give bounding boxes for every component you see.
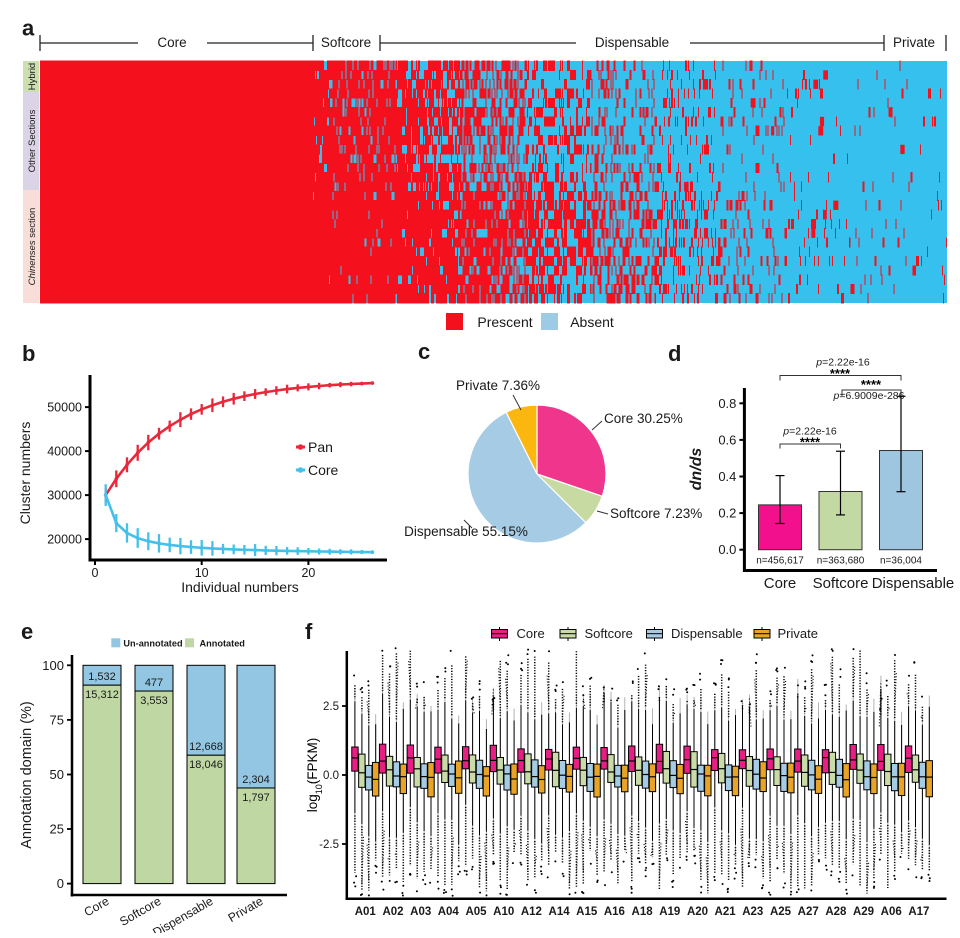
svg-text:p=6.9009e-286: p=6.9009e-286 bbox=[833, 390, 905, 402]
svg-text:Hybrid: Hybrid bbox=[27, 63, 38, 90]
svg-text:Softcore 7.23%: Softcore 7.23% bbox=[610, 506, 702, 521]
svg-text:Private: Private bbox=[893, 35, 935, 50]
svg-text:A25: A25 bbox=[770, 906, 792, 918]
svg-text:-2.5: -2.5 bbox=[319, 839, 339, 851]
svg-text:Un-annotated: Un-annotated bbox=[123, 638, 182, 648]
svg-text:10: 10 bbox=[195, 566, 209, 580]
svg-text:25: 25 bbox=[50, 822, 64, 837]
svg-text:A21: A21 bbox=[715, 906, 737, 918]
svg-text:A20: A20 bbox=[687, 906, 708, 918]
svg-text:3,553: 3,553 bbox=[140, 695, 168, 707]
svg-text:dn/ds: dn/ds bbox=[688, 448, 705, 491]
svg-text:A10: A10 bbox=[493, 906, 514, 918]
svg-text:Softcore: Softcore bbox=[813, 575, 869, 592]
svg-text:Dispensable: Dispensable bbox=[671, 626, 743, 641]
svg-text:Core: Core bbox=[308, 462, 339, 478]
svg-text:18,046: 18,046 bbox=[189, 759, 223, 771]
svg-text:0.2: 0.2 bbox=[718, 506, 736, 521]
svg-text:Pan: Pan bbox=[308, 439, 333, 455]
svg-text:d: d bbox=[668, 341, 681, 366]
svg-text:0.0: 0.0 bbox=[718, 542, 736, 557]
svg-text:Core: Core bbox=[517, 626, 545, 641]
svg-text:A29: A29 bbox=[853, 906, 874, 918]
svg-text:0.6: 0.6 bbox=[718, 432, 736, 447]
svg-text:Private 7.36%: Private 7.36% bbox=[456, 378, 540, 393]
svg-text:50: 50 bbox=[50, 767, 64, 782]
svg-text:Other Sections: Other Sections bbox=[27, 109, 38, 172]
svg-text:Core: Core bbox=[764, 575, 797, 592]
svg-text:Chinenses section: Chinenses section bbox=[27, 208, 38, 286]
svg-text:e: e bbox=[21, 619, 33, 644]
svg-text:****: **** bbox=[800, 435, 821, 450]
svg-text:f: f bbox=[305, 619, 313, 644]
svg-text:log10(FPKM): log10(FPKM) bbox=[305, 738, 324, 813]
svg-text:20000: 20000 bbox=[47, 533, 82, 547]
svg-text:A14: A14 bbox=[549, 906, 571, 918]
svg-text:20: 20 bbox=[301, 566, 315, 580]
svg-text:A27: A27 bbox=[798, 906, 819, 918]
svg-text:A03: A03 bbox=[410, 906, 431, 918]
svg-text:0.0: 0.0 bbox=[323, 770, 339, 782]
svg-text:Core 30.25%: Core 30.25% bbox=[604, 411, 683, 426]
svg-text:Individual numbers: Individual numbers bbox=[181, 579, 299, 595]
svg-text:A05: A05 bbox=[465, 906, 487, 918]
svg-text:0.8: 0.8 bbox=[718, 396, 736, 411]
svg-text:75: 75 bbox=[50, 712, 64, 727]
svg-text:Softcore: Softcore bbox=[585, 626, 633, 641]
svg-text:A18: A18 bbox=[632, 906, 654, 918]
svg-text:****: **** bbox=[830, 366, 851, 381]
svg-text:30000: 30000 bbox=[47, 489, 82, 503]
svg-text:40000: 40000 bbox=[47, 445, 82, 459]
svg-text:0: 0 bbox=[57, 876, 64, 891]
svg-text:c: c bbox=[418, 339, 430, 364]
svg-text:Dispensable: Dispensable bbox=[150, 894, 215, 933]
svg-text:2.5: 2.5 bbox=[323, 701, 339, 713]
svg-text:b: b bbox=[22, 341, 35, 366]
svg-text:Dispensable: Dispensable bbox=[872, 575, 955, 592]
svg-text:A06: A06 bbox=[881, 906, 902, 918]
svg-text:50000: 50000 bbox=[47, 401, 82, 415]
svg-text:A02: A02 bbox=[382, 906, 403, 918]
svg-text:Core: Core bbox=[157, 35, 186, 50]
svg-text:Core: Core bbox=[82, 894, 112, 919]
svg-text:Private: Private bbox=[226, 894, 266, 925]
svg-text:a: a bbox=[22, 16, 35, 41]
svg-text:0.4: 0.4 bbox=[718, 469, 736, 484]
svg-text:2,304: 2,304 bbox=[242, 774, 270, 786]
svg-text:A04: A04 bbox=[438, 906, 460, 918]
svg-text:Softcore: Softcore bbox=[321, 35, 371, 50]
svg-text:A01: A01 bbox=[355, 906, 377, 918]
svg-text:Cluster numbers: Cluster numbers bbox=[17, 422, 33, 525]
svg-text:A12: A12 bbox=[521, 906, 542, 918]
svg-text:A16: A16 bbox=[604, 906, 625, 918]
svg-text:100: 100 bbox=[42, 658, 64, 673]
svg-text:A23: A23 bbox=[742, 906, 763, 918]
svg-text:Dispensable 55.15%: Dispensable 55.15% bbox=[404, 524, 528, 539]
svg-text:n=36,004: n=36,004 bbox=[880, 556, 922, 567]
svg-text:477: 477 bbox=[145, 677, 163, 689]
svg-text:A19: A19 bbox=[659, 906, 680, 918]
svg-text:A28: A28 bbox=[825, 906, 847, 918]
svg-text:1,797: 1,797 bbox=[242, 792, 270, 804]
svg-text:A17: A17 bbox=[908, 906, 929, 918]
svg-text:Dispensable: Dispensable bbox=[595, 35, 669, 50]
svg-text:0: 0 bbox=[92, 566, 99, 580]
svg-text:12,668: 12,668 bbox=[189, 741, 223, 753]
svg-text:Annotation domain (%): Annotation domain (%) bbox=[19, 701, 35, 849]
svg-text:Absent: Absent bbox=[570, 314, 614, 330]
svg-text:n=363,680: n=363,680 bbox=[817, 556, 865, 567]
svg-text:n=456,617: n=456,617 bbox=[756, 556, 804, 567]
svg-text:Prescent: Prescent bbox=[477, 314, 532, 330]
svg-text:Private: Private bbox=[778, 626, 818, 641]
svg-text:A15: A15 bbox=[576, 906, 598, 918]
svg-text:15,312: 15,312 bbox=[85, 689, 119, 701]
svg-text:1,532: 1,532 bbox=[88, 671, 116, 683]
svg-text:Annotated: Annotated bbox=[200, 638, 245, 648]
